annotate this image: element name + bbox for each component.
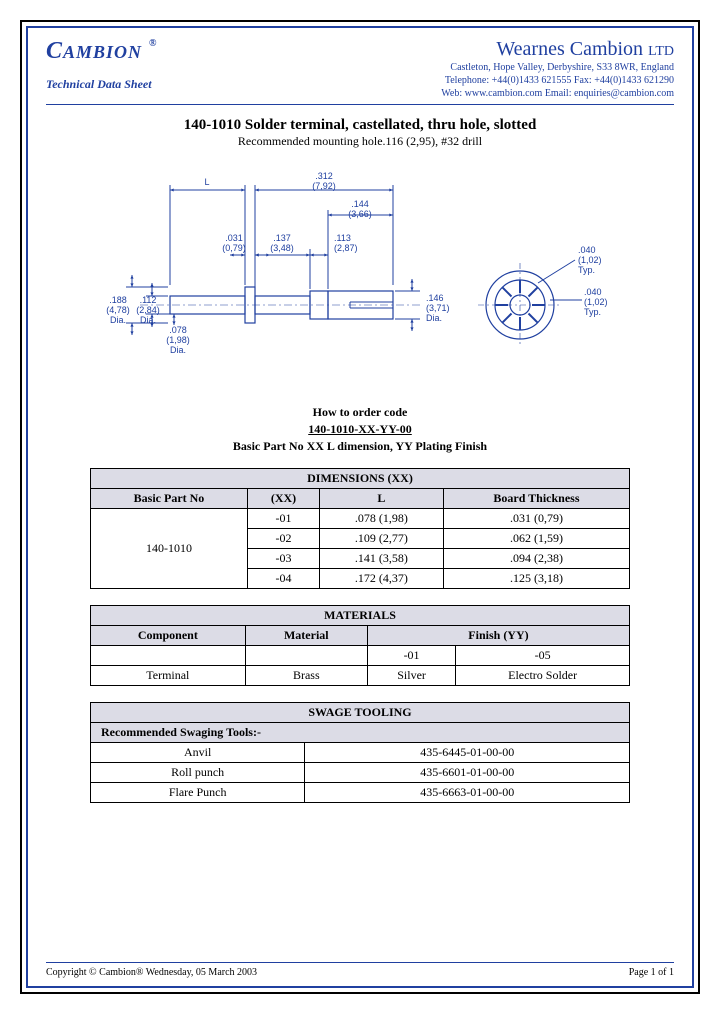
svg-text:Dia.: Dia. bbox=[426, 313, 442, 323]
company-block: Wearnes Cambion LTD Castleton, Hope Vall… bbox=[441, 38, 674, 100]
footer-left: Copyright © Cambion® Wednesday, 05 March… bbox=[46, 967, 257, 978]
header-divider bbox=[46, 104, 674, 105]
table-cell bbox=[90, 646, 245, 666]
table-cell: -01 bbox=[248, 509, 320, 529]
svg-text:.312: .312 bbox=[315, 171, 333, 181]
svg-text:(1,98): (1,98) bbox=[166, 335, 190, 345]
table-cell: -05 bbox=[456, 646, 630, 666]
page-frame-outer: CAMBION ® Technical Data Sheet Wearnes C… bbox=[20, 20, 700, 994]
svg-text:.137: .137 bbox=[273, 233, 291, 243]
svg-text:.113: .113 bbox=[334, 233, 351, 243]
svg-text:(3,66): (3,66) bbox=[348, 209, 372, 219]
svg-text:Dia.: Dia. bbox=[140, 315, 156, 325]
svg-text:(1,02): (1,02) bbox=[578, 255, 602, 265]
svg-text:.031: .031 bbox=[225, 233, 243, 243]
order-h3: Basic Part No XX L dimension, YY Plating… bbox=[46, 438, 674, 455]
logo-subtitle: Technical Data Sheet bbox=[46, 77, 158, 92]
swage-table: SWAGE TOOLING Recommended Swaging Tools:… bbox=[90, 702, 630, 803]
table-cell: 435-6663-01-00-00 bbox=[305, 783, 630, 803]
svg-text:(3,71): (3,71) bbox=[426, 303, 450, 313]
table-cell: .172 (4,37) bbox=[319, 569, 443, 589]
table-cell: Terminal bbox=[90, 666, 245, 686]
svg-text:(0,79): (0,79) bbox=[222, 243, 246, 253]
swage-caption: SWAGE TOOLING bbox=[90, 703, 629, 723]
drawing-svg: L .312(7,92) .144(3,66) .031(0,79) .137(3,48… bbox=[100, 165, 620, 375]
svg-text:(3,48): (3,48) bbox=[270, 243, 294, 253]
swage-sub: Recommended Swaging Tools:- bbox=[90, 723, 629, 743]
order-code-block: How to order code 140-1010-XX-YY-00 Basi… bbox=[46, 404, 674, 454]
svg-text:.040: .040 bbox=[584, 287, 602, 297]
svg-text:Typ.: Typ. bbox=[584, 307, 601, 317]
table-cell: .078 (1,98) bbox=[319, 509, 443, 529]
svg-text:.146: .146 bbox=[426, 293, 444, 303]
table-cell: -01 bbox=[367, 646, 455, 666]
doc-subtitle: Recommended mounting hole.116 (2,95), #3… bbox=[46, 134, 674, 149]
logo-text: CAMBION ® bbox=[46, 38, 158, 65]
table-cell: Brass bbox=[245, 666, 367, 686]
footer: Copyright © Cambion® Wednesday, 05 March… bbox=[46, 962, 674, 978]
table-cell: .141 (3,58) bbox=[319, 549, 443, 569]
table-cell: .094 (2,38) bbox=[443, 549, 629, 569]
dimensions-table: DIMENSIONS (XX) Basic Part No (XX) L Boa… bbox=[90, 468, 630, 589]
svg-text:(1,02): (1,02) bbox=[584, 297, 608, 307]
materials-table: MATERIALS Component Material Finish (YY)… bbox=[90, 605, 630, 686]
svg-text:.112: .112 bbox=[140, 295, 157, 305]
page-frame-inner: CAMBION ® Technical Data Sheet Wearnes C… bbox=[26, 26, 694, 988]
table-cell: .109 (2,77) bbox=[319, 529, 443, 549]
table-cell: Roll punch bbox=[90, 763, 304, 783]
dim-caption: DIMENSIONS (XX) bbox=[90, 469, 629, 489]
svg-text:.078: .078 bbox=[169, 325, 187, 335]
table-cell: .125 (3,18) bbox=[443, 569, 629, 589]
mat-h2: Finish (YY) bbox=[367, 626, 629, 646]
table-cell: Anvil bbox=[90, 743, 304, 763]
svg-text:Dia.: Dia. bbox=[170, 345, 186, 355]
table-cell: -02 bbox=[248, 529, 320, 549]
svg-text:Dia.: Dia. bbox=[110, 315, 126, 325]
svg-text:(7,92): (7,92) bbox=[312, 181, 336, 191]
svg-text:L: L bbox=[204, 177, 209, 187]
order-h1: How to order code bbox=[46, 404, 674, 421]
svg-text:.188: .188 bbox=[109, 295, 127, 305]
svg-text:Typ.: Typ. bbox=[578, 265, 595, 275]
dim-h0: Basic Part No bbox=[90, 489, 247, 509]
doc-title: 140-1010 Solder terminal, castellated, t… bbox=[46, 117, 674, 134]
table-cell: -04 bbox=[248, 569, 320, 589]
svg-text:(2,84): (2,84) bbox=[136, 305, 160, 315]
mat-h0: Component bbox=[90, 626, 245, 646]
dim-h1: (XX) bbox=[248, 489, 320, 509]
table-cell: Silver bbox=[367, 666, 455, 686]
table-cell bbox=[245, 646, 367, 666]
table-cell: .062 (1,59) bbox=[443, 529, 629, 549]
company-addr2: Telephone: +44(0)1433 621555 Fax: +44(0)… bbox=[441, 74, 674, 87]
order-h2: 140-1010-XX-YY-00 bbox=[46, 421, 674, 438]
technical-drawing: L .312(7,92) .144(3,66) .031(0,79) .137(3,48… bbox=[46, 165, 674, 380]
table-cell: .031 (0,79) bbox=[443, 509, 629, 529]
footer-right: Page 1 of 1 bbox=[629, 967, 674, 978]
dim-partno: 140-1010 bbox=[90, 509, 247, 589]
dim-h2: L bbox=[319, 489, 443, 509]
header: CAMBION ® Technical Data Sheet Wearnes C… bbox=[46, 38, 674, 100]
logo-block: CAMBION ® Technical Data Sheet bbox=[46, 38, 158, 92]
svg-text:(4,78): (4,78) bbox=[106, 305, 130, 315]
svg-text:.144: .144 bbox=[351, 199, 369, 209]
table-cell: -03 bbox=[248, 549, 320, 569]
dim-h3: Board Thickness bbox=[443, 489, 629, 509]
company-addr3: Web: www.cambion.com Email: enquiries@ca… bbox=[441, 87, 674, 100]
svg-text:.040: .040 bbox=[578, 245, 596, 255]
svg-text:(2,87): (2,87) bbox=[334, 243, 358, 253]
table-cell: 435-6445-01-00-00 bbox=[305, 743, 630, 763]
table-cell: 435-6601-01-00-00 bbox=[305, 763, 630, 783]
table-cell: Electro Solder bbox=[456, 666, 630, 686]
mat-h1: Material bbox=[245, 626, 367, 646]
company-addr1: Castleton, Hope Valley, Derbyshire, S33 … bbox=[441, 61, 674, 74]
table-cell: Flare Punch bbox=[90, 783, 304, 803]
company-name: Wearnes Cambion LTD bbox=[441, 38, 674, 61]
mat-caption: MATERIALS bbox=[90, 606, 629, 626]
